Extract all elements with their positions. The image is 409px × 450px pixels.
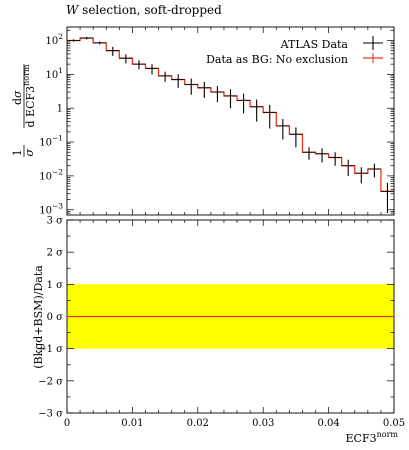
ratio-y-tick-label: −1 σ xyxy=(38,344,63,355)
data-point xyxy=(302,147,316,160)
data-point xyxy=(184,78,198,95)
data-point xyxy=(210,86,224,103)
legend-mc-label: Data as BG: No exclusion xyxy=(206,53,348,66)
y-tick-label: 10−1 xyxy=(39,134,63,149)
y-tick-label: 101 xyxy=(45,66,63,81)
data-point xyxy=(197,81,211,98)
ratio-y-tick-label: 3 σ xyxy=(47,216,64,227)
data-point xyxy=(263,104,277,129)
data-point xyxy=(106,46,120,56)
legend-mc-marker xyxy=(363,53,383,63)
data-point xyxy=(276,118,290,140)
main-frame xyxy=(66,26,395,216)
ratio-y-tick-label: −3 σ xyxy=(38,409,63,420)
data-point xyxy=(289,127,303,148)
x-axis-label: ECF3norm xyxy=(346,430,399,445)
figure-title: W selection, soft-dropped xyxy=(66,3,222,17)
data-point xyxy=(223,89,238,109)
data-point xyxy=(67,39,81,42)
y-tick-label: 10−2 xyxy=(39,167,63,182)
x-tick-label: 0.04 xyxy=(317,418,339,429)
ratio-plot: 0 0.01 0.02 0.03 0.04 0.05 −3 σ −2 σ −1 σ 0 σ 1 σ 2… xyxy=(38,216,405,430)
ratio-ylabel: (Bkgd+BSM)/Data xyxy=(32,265,45,369)
data-point xyxy=(328,152,342,166)
data-point xyxy=(158,71,172,82)
legend-data-label: ATLAS Data xyxy=(280,38,349,51)
x-tick-label: 0.05 xyxy=(383,418,405,429)
data-point xyxy=(250,99,264,122)
ratio-y-tick-label: 1 σ xyxy=(47,280,64,291)
ratio-y-tick-label: −2 σ xyxy=(38,376,63,387)
x-tick-label: 0.01 xyxy=(121,418,143,429)
data-point xyxy=(315,148,329,163)
legend: ATLAS Data Data as BG: No exclusion xyxy=(206,36,383,66)
top-ylabel: 1 σ dσ d ECF3norm xyxy=(11,64,37,157)
data-point xyxy=(132,60,146,70)
data-point xyxy=(367,163,381,178)
ratio-y-tick-label: 0 σ xyxy=(47,312,64,323)
data-point xyxy=(93,41,107,45)
ratio-y-tick-label: 2 σ xyxy=(47,248,64,259)
data-point xyxy=(237,93,251,114)
legend-data-marker xyxy=(363,36,383,50)
x-tick-label: 0 xyxy=(64,418,70,429)
data-point xyxy=(171,74,185,88)
data-point xyxy=(341,159,355,176)
y-tick-label: 1 xyxy=(57,104,63,115)
data-point xyxy=(354,167,368,184)
data-point xyxy=(380,182,394,214)
x-tick-label: 0.03 xyxy=(252,418,274,429)
data-point xyxy=(145,64,159,75)
y-tick-label: 10−3 xyxy=(39,201,63,216)
data-point xyxy=(80,36,94,40)
data-point xyxy=(119,54,133,64)
y-tick-label: 102 xyxy=(45,32,63,47)
x-tick-label: 0.02 xyxy=(187,418,209,429)
main-plot: 10−3 10−2 10−1 1 101 102 xyxy=(39,26,395,216)
